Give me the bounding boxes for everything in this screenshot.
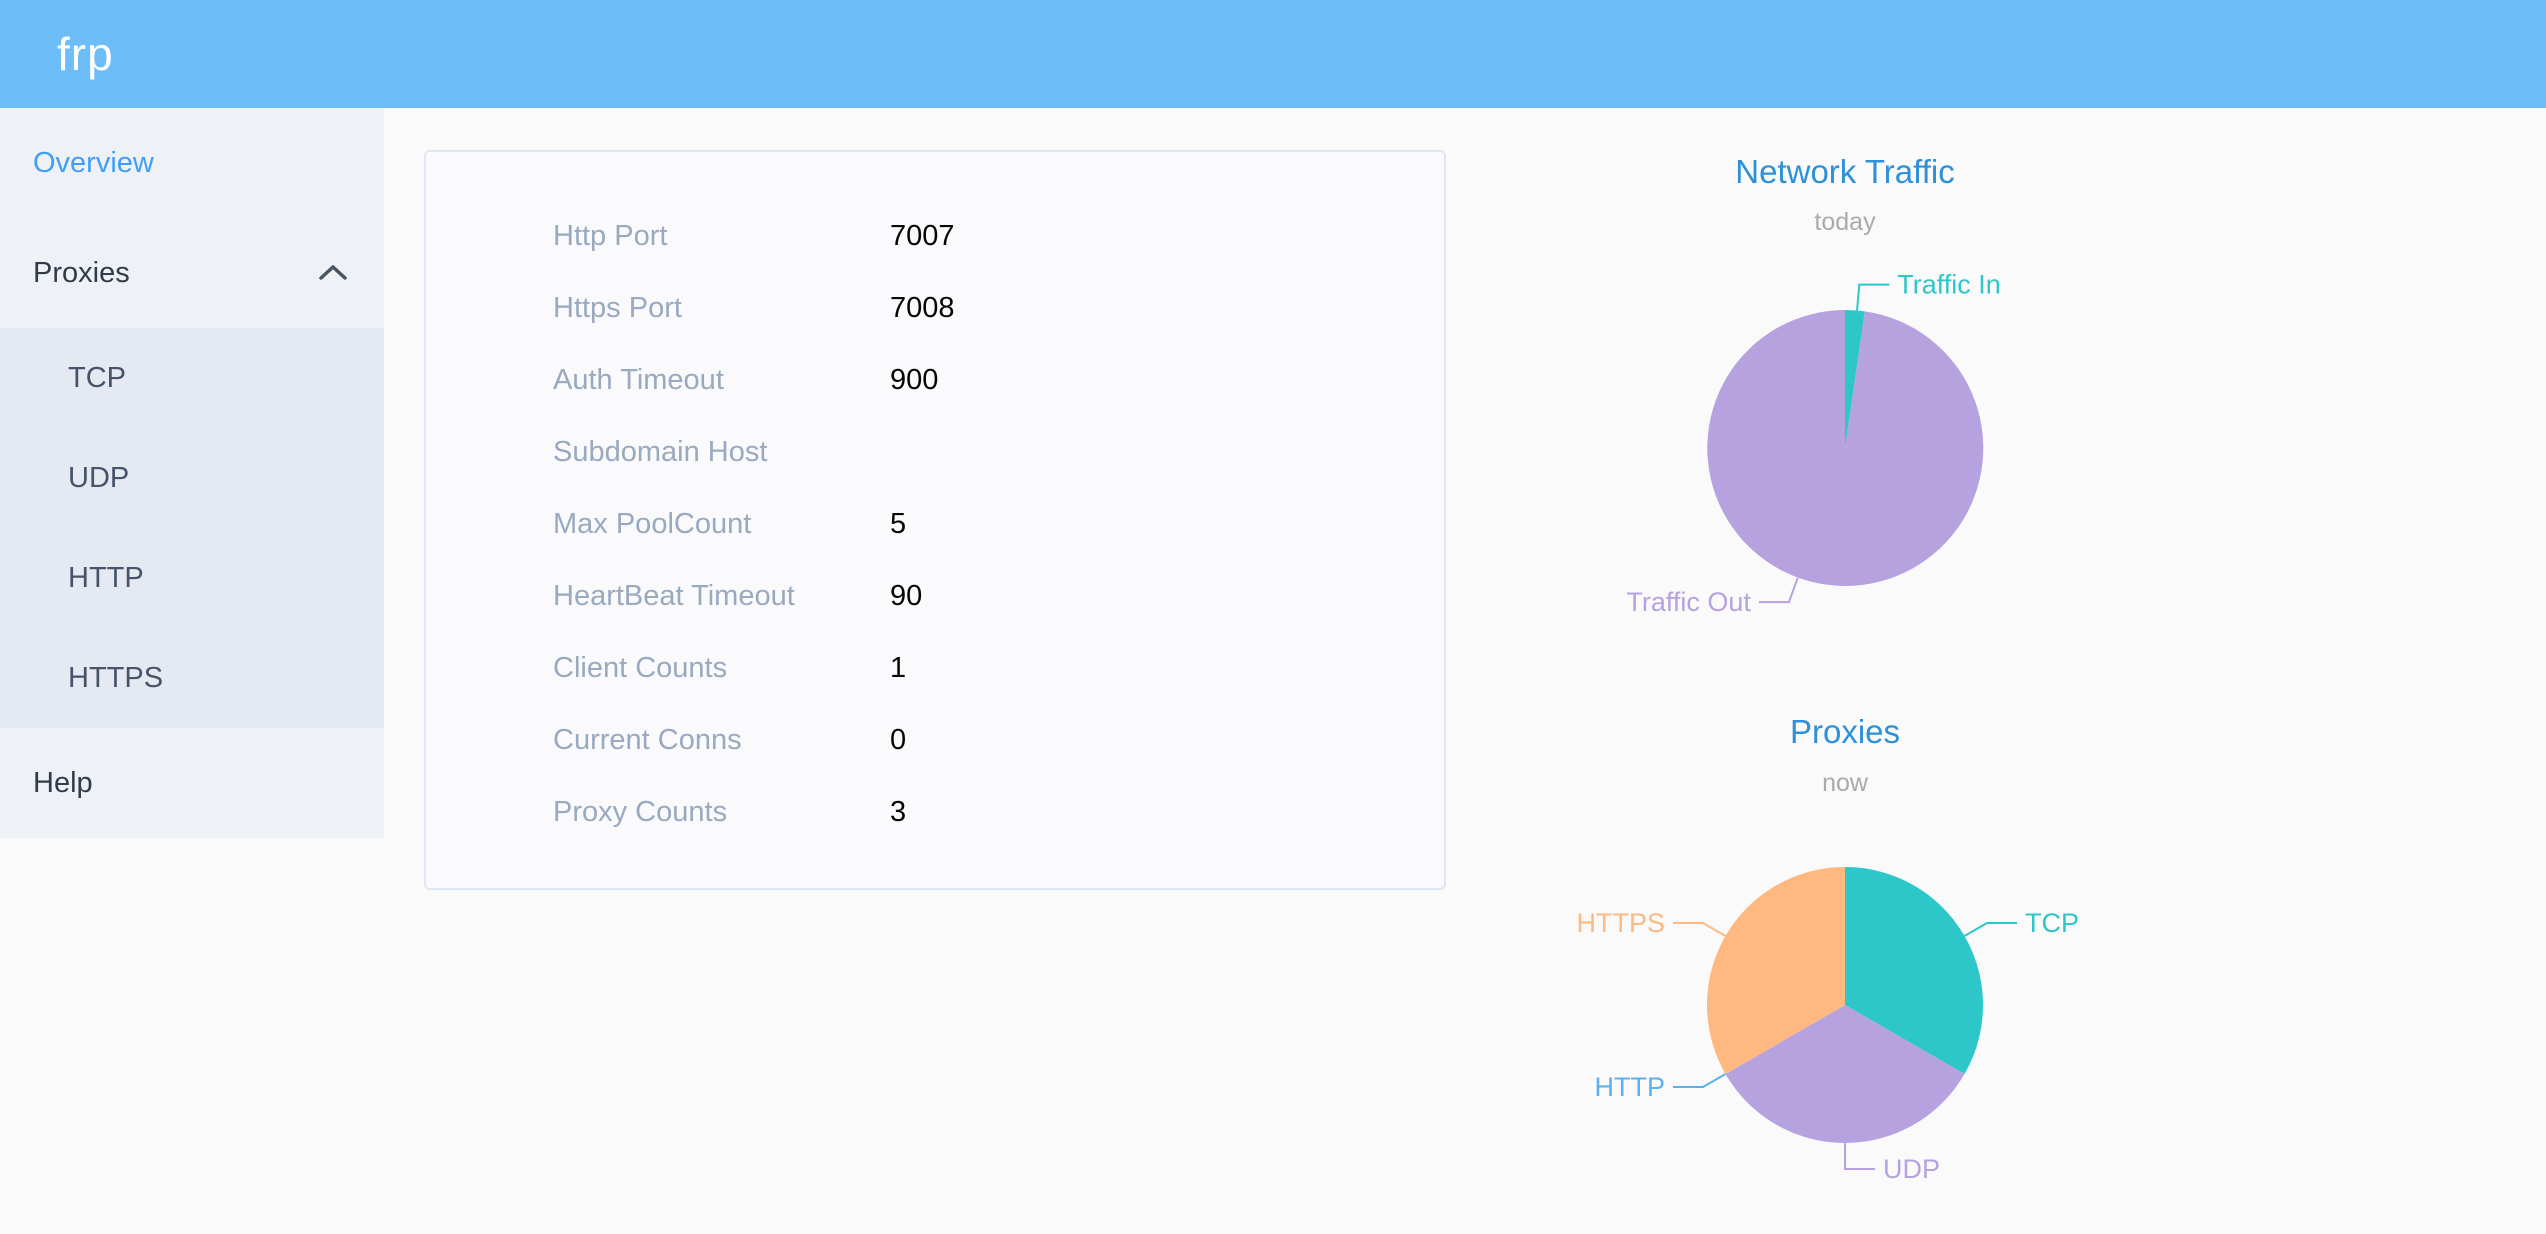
info-row-auth-timeout: Auth Timeout 900: [426, 344, 1444, 416]
pie-slice-traffic-out: [1707, 310, 1984, 586]
info-label: Client Counts: [553, 652, 728, 684]
info-row-max-poolcount: Max PoolCount 5: [426, 488, 1444, 560]
sidebar-item-https-label: HTTPS: [68, 662, 164, 694]
sidebar-item-help[interactable]: Help: [0, 728, 384, 838]
sidebar-item-tcp[interactable]: TCP: [0, 328, 384, 428]
info-row-http-port: Http Port 7007: [426, 200, 1444, 272]
sidebar-item-overview[interactable]: Overview: [0, 108, 384, 218]
pie-label-line-traffic-in: [1856, 283, 1890, 311]
info-label: Current Conns: [553, 724, 742, 756]
info-label: Http Port: [553, 220, 668, 252]
sidebar-submenu-proxies: TCP UDP HTTP HTTPS: [0, 328, 384, 728]
info-row-subdomain-host: Subdomain Host: [426, 416, 1444, 488]
info-label: Proxy Counts: [553, 796, 728, 828]
proxies-pie-chart: TCP UDP HTTP HTTPS: [1576, 867, 2079, 1184]
proxies-chart-title: Proxies: [1789, 713, 1901, 750]
pie-slice-traffic-in: [1845, 309, 1865, 448]
info-label: HeartBeat Timeout: [553, 580, 795, 612]
pie-slice-tcp: [1845, 867, 1983, 1074]
pie-label-tcp: TCP: [2025, 908, 2079, 938]
pie-label-line-traffic-out: [1758, 577, 1799, 604]
info-row-https-port: Https Port 7008: [426, 272, 1444, 344]
network-traffic-pie-chart: Traffic In Traffic Out: [1626, 270, 2001, 617]
pie-label-line-tcp: [1963, 922, 2017, 937]
info-label: Auth Timeout: [553, 364, 724, 396]
pie-label-https: HTTPS: [1576, 908, 1665, 938]
info-row-proxy-counts: Proxy Counts 3: [426, 776, 1444, 848]
info-value: 3: [890, 796, 907, 828]
sidebar-item-http[interactable]: HTTP: [0, 528, 384, 628]
sidebar-item-udp-label: UDP: [68, 462, 130, 494]
pie-label-http: HTTP: [1595, 1072, 1666, 1102]
pie-slice-udp: [1725, 1005, 1965, 1143]
info-row-client-counts: Client Counts 1: [426, 632, 1444, 704]
pie-label-line-udp: [1844, 1143, 1875, 1170]
info-label: Max PoolCount: [553, 508, 752, 540]
info-row-current-conns: Current Conns 0: [426, 704, 1444, 776]
sidebar-item-proxies[interactable]: Proxies: [0, 218, 384, 328]
info-value: 1: [890, 652, 907, 684]
pie-label-line-https: [1673, 922, 1727, 937]
sidebar-item-https[interactable]: HTTPS: [0, 628, 384, 728]
info-label: Subdomain Host: [553, 436, 768, 468]
proxies-chart-subtitle: now: [1822, 769, 1868, 797]
info-value: 0: [890, 724, 907, 756]
info-row-heartbeat-timeout: HeartBeat Timeout 90: [426, 560, 1444, 632]
sidebar-item-overview-label: Overview: [33, 147, 154, 179]
sidebar-item-help-label: Help: [33, 767, 93, 799]
pie-label-udp: UDP: [1883, 1154, 1940, 1184]
info-value: 7008: [890, 292, 955, 324]
info-value: 7007: [890, 220, 955, 252]
sidebar-item-proxies-label: Proxies: [33, 257, 130, 289]
info-value: 90: [890, 580, 923, 612]
pie-label-traffic-in: Traffic In: [1897, 270, 2001, 300]
info-value: 900: [890, 364, 939, 396]
sidebar-item-udp[interactable]: UDP: [0, 428, 384, 528]
pie-label-line-http: [1673, 1073, 1727, 1088]
network-traffic-chart-title: Network Traffic: [1735, 153, 1955, 190]
pie-slice-https: [1707, 867, 1845, 1074]
app-header: frp: [0, 0, 2546, 108]
info-label: Https Port: [553, 292, 682, 324]
sidebar: Overview Proxies TCP UDP HTTP HTTPS Help: [0, 108, 384, 838]
info-value: 5: [890, 508, 907, 540]
pie-label-traffic-out: Traffic Out: [1626, 587, 1751, 617]
sidebar-item-tcp-label: TCP: [68, 362, 126, 394]
network-traffic-chart-subtitle: today: [1814, 208, 1876, 236]
server-info-card: Http Port 7007 Https Port 7008 Auth Timeou…: [424, 150, 1446, 890]
app-logo: frp: [57, 28, 114, 80]
sidebar-item-http-label: HTTP: [68, 562, 144, 594]
chevron-up-icon[interactable]: [318, 264, 348, 282]
